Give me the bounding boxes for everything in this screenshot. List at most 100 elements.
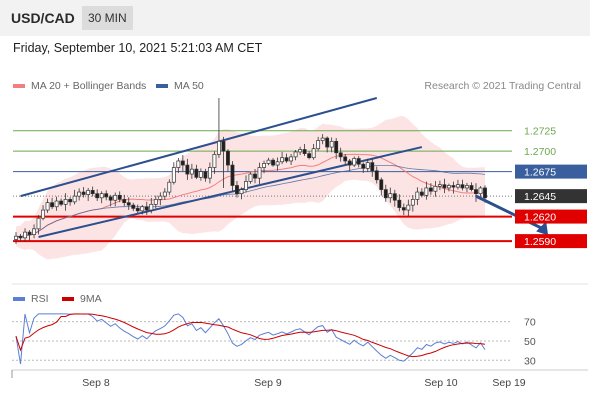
candle-body xyxy=(329,140,334,148)
candle-body xyxy=(401,207,406,211)
candle-body xyxy=(167,181,172,193)
candle-body xyxy=(149,203,154,211)
timestamp: Friday, September 10, 2021 5:21:03 AM CE… xyxy=(13,41,263,55)
candle-body xyxy=(135,208,140,212)
candle-body xyxy=(446,185,451,189)
candle-body xyxy=(113,194,118,201)
candle-body xyxy=(334,140,339,154)
candle-body xyxy=(90,190,95,195)
candle-body xyxy=(271,159,275,166)
candle-body xyxy=(253,173,257,179)
candle-body xyxy=(289,156,294,162)
candle-body xyxy=(171,167,176,183)
candle-body xyxy=(72,195,77,203)
candle-body xyxy=(36,217,41,230)
candle-body xyxy=(311,148,316,159)
candle-body xyxy=(140,206,145,212)
candle-body xyxy=(347,160,352,166)
candle-body xyxy=(456,184,460,188)
level-label-1.2590: 1.2590 xyxy=(524,236,556,248)
ma20-label: MA 20 + Bollinger Bands xyxy=(31,80,147,92)
candle-body xyxy=(217,140,221,155)
legend-ma20: MA 20 + Bollinger Bands xyxy=(13,80,146,92)
rsi-tick-70: 70 xyxy=(524,317,536,329)
candle-body xyxy=(370,162,375,172)
level-tag-1.2620 xyxy=(515,209,587,224)
candle-body xyxy=(352,158,357,166)
symbol-title: USD/CAD xyxy=(11,10,75,26)
level-label-1.2675: 1.2675 xyxy=(524,167,556,179)
level-label-1.2645: 1.2645 xyxy=(524,191,556,203)
candle-body xyxy=(406,204,411,211)
candle-body xyxy=(374,170,379,181)
candle-body xyxy=(99,193,104,199)
legend-9ma: 9MA xyxy=(62,293,102,305)
x-tick-sep-9: Sep 9 xyxy=(254,377,282,389)
candle-body xyxy=(302,149,307,154)
candle-body xyxy=(316,140,321,150)
candle-body xyxy=(343,156,348,162)
candle-body xyxy=(293,151,298,158)
candle-body xyxy=(415,191,420,200)
candle-body xyxy=(23,231,27,239)
credit-text: Research © 2021 Trading Central xyxy=(424,80,581,92)
level-tag-1.2675 xyxy=(515,164,587,179)
candle-body xyxy=(95,193,100,199)
candle-body xyxy=(478,187,483,195)
rsi-tick-30: 30 xyxy=(524,355,536,367)
candle-body xyxy=(239,189,244,195)
candle-body xyxy=(126,202,131,206)
candle-body xyxy=(230,164,235,186)
candle-body xyxy=(117,194,122,200)
candle-body xyxy=(244,181,248,190)
candle-body xyxy=(81,191,86,195)
candle-body xyxy=(144,206,149,211)
candle-body xyxy=(18,235,23,239)
resistance-channel-line xyxy=(20,97,378,198)
ma50-swatch-icon xyxy=(156,84,168,88)
candle-body xyxy=(356,158,361,165)
candle-body xyxy=(32,228,36,235)
rsi-line xyxy=(15,313,486,365)
candle-body xyxy=(59,200,64,205)
timeframe-button[interactable]: 30 MIN xyxy=(82,6,133,30)
candle-body xyxy=(280,157,284,163)
candle-body xyxy=(397,199,402,208)
candle-body xyxy=(221,140,226,152)
candle-body xyxy=(104,193,109,198)
9ma-swatch-icon xyxy=(62,297,74,301)
candle-body xyxy=(194,168,199,178)
level-tag-1.2590 xyxy=(515,234,587,249)
legend-ma50: MA 50 xyxy=(156,80,204,92)
x-tick-sep-8: Sep 8 xyxy=(82,377,110,389)
candle-body xyxy=(14,235,18,240)
candle-body xyxy=(424,187,429,196)
candle-body xyxy=(54,200,59,208)
candle-body xyxy=(176,160,181,168)
candle-body xyxy=(131,204,136,209)
candle-body xyxy=(325,137,330,148)
candle-body xyxy=(189,168,194,175)
projection-arrowhead-icon xyxy=(536,221,549,236)
candle-body xyxy=(451,185,456,188)
ma50-label: MA 50 xyxy=(174,80,204,92)
rsi-ma-line xyxy=(15,313,486,358)
candle-body xyxy=(460,184,465,189)
header-bar: USD/CAD 30 MIN xyxy=(0,0,590,36)
candle-body xyxy=(180,160,185,166)
candle-body xyxy=(428,187,433,192)
candle-body xyxy=(474,189,478,195)
candle-body xyxy=(68,199,73,203)
projection-arrow-icon xyxy=(475,194,545,231)
candle-body xyxy=(365,162,370,169)
candle-body xyxy=(63,199,68,205)
9ma-label: 9MA xyxy=(80,293,102,305)
candle-body xyxy=(212,154,217,168)
candle-body xyxy=(41,209,45,219)
candle-body xyxy=(383,189,388,199)
level-label-1.2725: 1.2725 xyxy=(524,126,556,138)
rsi-tick-50: 50 xyxy=(524,336,536,348)
candle-body xyxy=(442,184,447,189)
